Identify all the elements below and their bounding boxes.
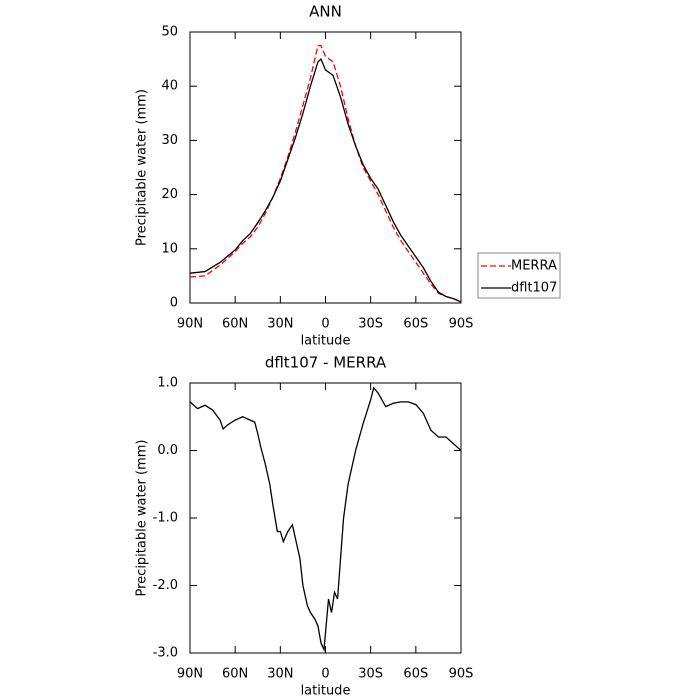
x-tick-label: 30S xyxy=(358,667,383,682)
series-line xyxy=(189,44,462,303)
x-tick-label: 0 xyxy=(321,317,329,332)
x-tick-label: 90S xyxy=(449,667,474,682)
y-tick-label: 0 xyxy=(170,296,178,311)
y-tick-label: 10 xyxy=(161,241,178,256)
legend-label: MERRA xyxy=(511,259,557,274)
legend-box xyxy=(477,252,561,299)
y-axis-label: Precipitable water (mm) xyxy=(135,89,150,246)
x-tick-label: 0 xyxy=(321,667,329,682)
x-tick-label: 90S xyxy=(449,317,474,332)
x-tick-label: 90N xyxy=(177,667,203,682)
x-axis-label: latitude xyxy=(301,334,351,349)
chart-title: dflt107 - MERRA xyxy=(265,354,387,372)
series-line xyxy=(189,58,462,303)
x-tick-label: 60S xyxy=(403,317,428,332)
x-tick-label: 30N xyxy=(267,667,293,682)
series-line xyxy=(189,386,462,653)
y-tick-label: 1.0 xyxy=(157,376,178,391)
x-axis-label: latitude xyxy=(301,684,351,699)
y-tick-label: -1.0 xyxy=(153,511,178,526)
x-tick-label: 30N xyxy=(267,317,293,332)
y-tick-label: 0.0 xyxy=(157,443,178,458)
y-axis-label: Precipitable water (mm) xyxy=(135,440,150,597)
y-tick-label: 40 xyxy=(161,79,178,94)
x-tick-label: 90N xyxy=(177,317,203,332)
y-tick-label: 20 xyxy=(161,187,178,202)
x-tick-label: 60N xyxy=(222,317,248,332)
y-tick-label: 30 xyxy=(161,133,178,148)
y-tick-label: 50 xyxy=(161,25,178,40)
x-tick-label: 30S xyxy=(358,317,383,332)
y-tick-label: -3.0 xyxy=(153,646,178,661)
x-tick-label: 60S xyxy=(403,667,428,682)
legend-label: dflt107 xyxy=(511,281,557,296)
x-tick-label: 60N xyxy=(222,667,248,682)
y-tick-label: -2.0 xyxy=(153,578,178,593)
chart-title: ANN xyxy=(309,3,342,21)
